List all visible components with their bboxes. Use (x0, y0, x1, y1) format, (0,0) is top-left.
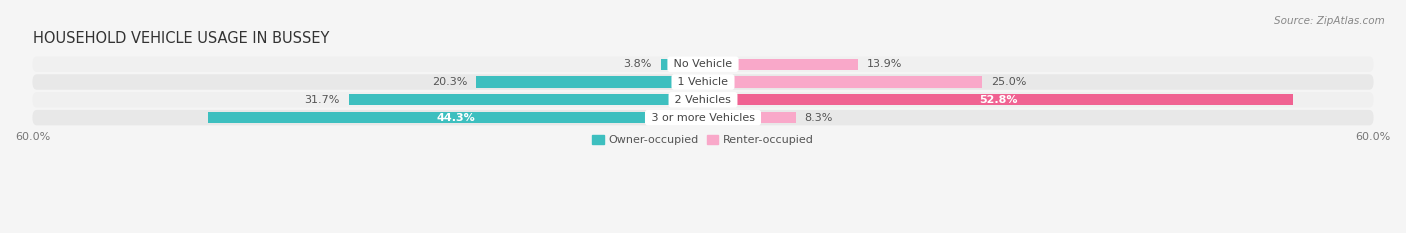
Bar (703, 59, 858, 70)
Text: 25.0%: 25.0% (991, 77, 1026, 87)
Text: Source: ZipAtlas.com: Source: ZipAtlas.com (1274, 16, 1385, 26)
Text: HOUSEHOLD VEHICLE USAGE IN BUSSEY: HOUSEHOLD VEHICLE USAGE IN BUSSEY (32, 31, 329, 46)
FancyBboxPatch shape (32, 110, 1374, 125)
FancyBboxPatch shape (32, 56, 1374, 72)
Legend: Owner-occupied, Renter-occupied: Owner-occupied, Renter-occupied (588, 130, 818, 150)
Text: No Vehicle: No Vehicle (671, 59, 735, 69)
Text: 13.9%: 13.9% (868, 59, 903, 69)
Text: 44.3%: 44.3% (436, 113, 475, 123)
Bar (703, 94, 1294, 105)
Bar (703, 76, 983, 88)
Bar (208, 112, 703, 123)
FancyBboxPatch shape (32, 92, 1374, 108)
Text: 3 or more Vehicles: 3 or more Vehicles (648, 113, 758, 123)
Text: 31.7%: 31.7% (305, 95, 340, 105)
Text: 52.8%: 52.8% (979, 95, 1017, 105)
Text: 3.8%: 3.8% (623, 59, 651, 69)
Text: 1 Vehicle: 1 Vehicle (675, 77, 731, 87)
Bar (349, 94, 703, 105)
FancyBboxPatch shape (32, 74, 1374, 90)
Bar (661, 59, 703, 70)
Bar (703, 112, 796, 123)
Text: 8.3%: 8.3% (804, 113, 832, 123)
Text: 20.3%: 20.3% (432, 77, 467, 87)
Bar (477, 76, 703, 88)
Text: 2 Vehicles: 2 Vehicles (671, 95, 735, 105)
